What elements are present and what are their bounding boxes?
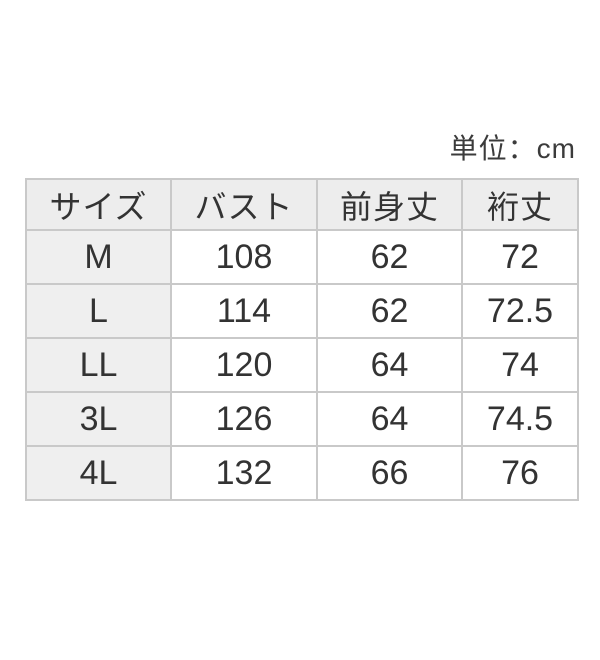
table-row-m: M 108 62 72 <box>25 229 579 285</box>
table-cell: 64 <box>316 337 463 393</box>
size-cell: 4L <box>25 445 172 501</box>
table-row-l: L 114 62 72.5 <box>25 283 579 339</box>
table-cell: 108 <box>170 229 318 285</box>
table-cell: 132 <box>170 445 318 501</box>
column-header-front-length: 前身丈 <box>316 178 463 231</box>
column-header-size: サイズ <box>25 178 172 231</box>
table-cell: 66 <box>316 445 463 501</box>
table-row-3l: 3L 126 64 74.5 <box>25 391 579 447</box>
unit-label: 単位：cm <box>449 133 576 164</box>
size-cell: 3L <box>25 391 172 447</box>
size-cell: M <box>25 229 172 285</box>
table-cell: 64 <box>316 391 463 447</box>
header-row: サイズ バスト 前身丈 裄丈 <box>25 178 579 231</box>
table-cell: 72.5 <box>461 283 579 339</box>
size-chart-table: サイズ バスト 前身丈 裄丈 M 108 62 72 L 114 62 72.5 <box>25 178 579 501</box>
table-cell: 114 <box>170 283 318 339</box>
table-cell: 76 <box>461 445 579 501</box>
table-cell: 74.5 <box>461 391 579 447</box>
table-cell: 74 <box>461 337 579 393</box>
size-cell: L <box>25 283 172 339</box>
size-cell: LL <box>25 337 172 393</box>
table-cell: 62 <box>316 283 463 339</box>
size-chart-section: 単位：cm サイズ バスト 前身丈 裄丈 M 108 <box>25 131 579 501</box>
table-cell: 126 <box>170 391 318 447</box>
table-row-ll: LL 120 64 74 <box>25 337 579 393</box>
column-header-bust: バスト <box>170 178 318 231</box>
column-header-sleeve-length: 裄丈 <box>461 178 579 231</box>
table-cell: 120 <box>170 337 318 393</box>
table-row-4l: 4L 132 66 76 <box>25 445 579 501</box>
table-cell: 62 <box>316 229 463 285</box>
table-cell: 72 <box>461 229 579 285</box>
